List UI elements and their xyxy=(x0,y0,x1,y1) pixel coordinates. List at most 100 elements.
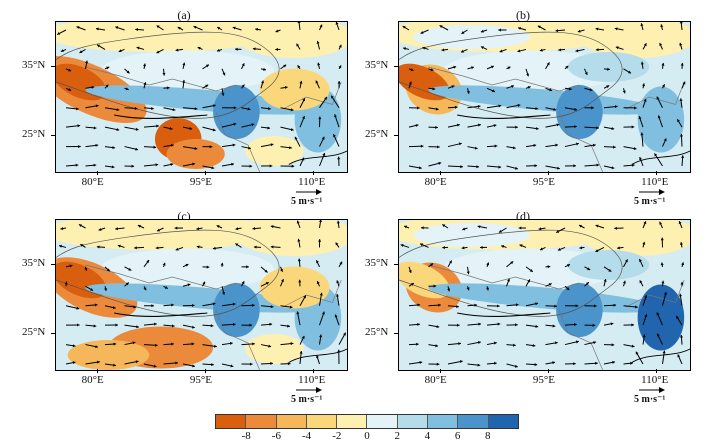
wind-vector xyxy=(584,87,593,92)
wind-vector xyxy=(578,224,585,229)
colorbar-segment xyxy=(216,415,247,428)
latitude-tick xyxy=(394,135,398,136)
wind-vector xyxy=(124,305,137,309)
longitude-label: 80°E xyxy=(424,176,447,188)
wind-vector xyxy=(677,354,683,365)
wind-vector xyxy=(338,44,342,50)
wind-vector xyxy=(447,342,462,346)
reference-vector: 5 m·s⁻¹ xyxy=(291,188,322,207)
wind-vector xyxy=(447,360,463,365)
wind-vector xyxy=(280,342,294,346)
anomaly-shade xyxy=(259,266,330,309)
wind-vector xyxy=(65,361,76,365)
wind-vector xyxy=(639,280,644,287)
wind-vector xyxy=(95,27,106,31)
wind-vector xyxy=(486,144,498,148)
wind-vector xyxy=(506,146,516,150)
wind-vector xyxy=(486,165,502,169)
latitude-label: 25°N xyxy=(22,326,46,338)
colorbar-tick-label: 0 xyxy=(364,430,370,442)
wind-vector xyxy=(270,245,281,249)
wind-vector xyxy=(486,304,500,308)
anomaly-shade xyxy=(428,283,661,313)
longitude-label: 95°E xyxy=(189,374,212,386)
wind-vector xyxy=(662,350,666,365)
wind-vector xyxy=(662,291,667,306)
wind-vector xyxy=(260,344,272,348)
wind-vector xyxy=(85,104,99,109)
wind-vector xyxy=(315,260,320,268)
wind-vector xyxy=(280,305,293,309)
anomaly-shade xyxy=(259,68,330,111)
wind-vector xyxy=(584,163,600,167)
wind-vector xyxy=(545,123,560,128)
wind-vector xyxy=(280,164,295,168)
wind-vector xyxy=(408,282,415,287)
anomaly-shade xyxy=(428,85,661,115)
wind-vector xyxy=(124,146,139,151)
wind-vector xyxy=(518,226,527,230)
wind-vector xyxy=(525,363,538,367)
longitude-tick xyxy=(439,369,441,373)
wind-vector xyxy=(480,245,488,250)
wind-vector xyxy=(545,143,559,148)
wind-vector xyxy=(659,221,663,229)
boundary-line xyxy=(625,81,685,110)
wind-vector xyxy=(64,281,68,287)
wind-vector xyxy=(65,344,76,348)
wind-vector xyxy=(134,246,145,250)
wind-vector xyxy=(564,142,579,148)
wind-vector xyxy=(428,303,441,307)
wind-vector xyxy=(163,303,174,307)
wind-vector xyxy=(564,285,570,291)
wind-vector xyxy=(252,227,262,231)
boundary-line xyxy=(215,111,261,172)
wind-vector xyxy=(85,324,97,328)
wind-vector xyxy=(428,161,442,167)
colorbar-segment xyxy=(306,415,338,428)
longitude-tick xyxy=(547,369,549,373)
wind-vector xyxy=(124,341,136,346)
wind-vector xyxy=(202,145,213,149)
wind-vector xyxy=(143,259,150,268)
wind-vector xyxy=(156,25,164,31)
wind-vector xyxy=(461,246,468,250)
anomaly-shade xyxy=(637,86,685,153)
wind-vector xyxy=(270,225,281,229)
wind-vector xyxy=(623,106,637,110)
wind-vector xyxy=(428,107,439,111)
wind-vector xyxy=(486,87,496,93)
wind-vector xyxy=(662,84,666,89)
longitude-label: 110°E xyxy=(641,374,669,386)
wind-vector xyxy=(78,224,86,229)
wind-vector xyxy=(545,304,557,308)
wind-vector xyxy=(603,126,615,131)
wind-vector xyxy=(104,66,110,70)
wind-vector xyxy=(104,305,116,310)
longitude-label: 80°E xyxy=(81,176,104,188)
wind-vector xyxy=(603,266,612,273)
wind-vector xyxy=(467,363,481,367)
wind-vector xyxy=(501,245,507,248)
wind-vector xyxy=(603,145,616,149)
wind-vector xyxy=(177,26,184,31)
wind-vector xyxy=(506,261,514,268)
wind-vector xyxy=(337,156,341,167)
wind-vector xyxy=(623,323,635,327)
wind-vector xyxy=(124,106,138,111)
wind-vector xyxy=(525,279,531,287)
reference-arrow-icon xyxy=(296,387,322,393)
wind-vector xyxy=(408,123,419,128)
wind-vector xyxy=(466,286,470,291)
wind-vector xyxy=(467,104,481,109)
wind-vector xyxy=(182,324,195,329)
reference-arrow-icon xyxy=(639,189,665,195)
wind-vector xyxy=(202,104,216,109)
longitude-label: 110°E xyxy=(298,176,326,188)
colorbar-tick-label: -8 xyxy=(241,430,251,442)
wind-vector xyxy=(241,342,255,346)
anomaly-shade xyxy=(67,340,150,370)
wind-vector xyxy=(545,62,550,70)
wind-vector xyxy=(517,48,527,53)
wind-vector xyxy=(124,164,135,168)
